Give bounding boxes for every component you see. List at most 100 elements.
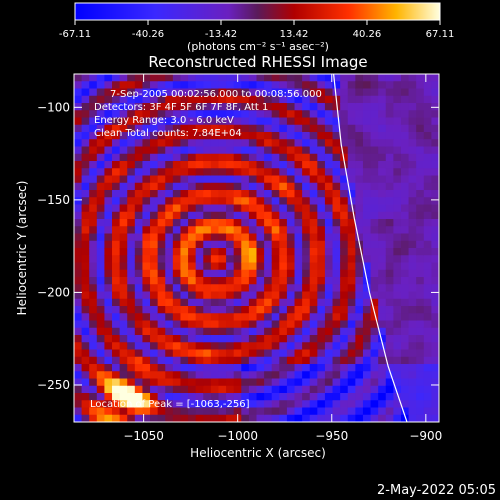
heatmap-cell (112, 139, 121, 148)
heatmap-cell (393, 190, 402, 198)
heatmap-cell (195, 197, 204, 206)
heatmap-cell (89, 298, 98, 307)
heatmap-cell (431, 233, 439, 242)
heatmap-cell (127, 371, 136, 380)
heatmap-cell (385, 219, 394, 227)
heatmap-cell (271, 313, 280, 322)
heatmap-cell (302, 146, 311, 155)
heatmap-cell (264, 393, 273, 401)
heatmap-cell (355, 349, 364, 358)
heatmap-cell (264, 327, 273, 336)
heatmap-cell (294, 414, 303, 422)
heatmap-cell (294, 269, 303, 278)
heatmap-cell (317, 277, 326, 285)
heatmap-cell (89, 88, 98, 97)
heatmap-cell (218, 400, 227, 409)
heatmap-cell (172, 139, 182, 148)
heatmap-cell (378, 74, 387, 82)
heatmap-cell (347, 407, 356, 416)
heatmap-cell (279, 291, 288, 300)
heatmap-cell (172, 110, 182, 119)
heatmap-cell (233, 298, 242, 307)
heatmap-cell (264, 284, 273, 293)
heatmap-cell (347, 364, 356, 372)
heatmap-cell (172, 385, 182, 394)
heatmap-cell (226, 400, 235, 409)
heatmap-cell (172, 378, 182, 387)
heatmap-cell (393, 327, 402, 336)
heatmap-cell (180, 124, 189, 133)
heatmap-cell (248, 110, 258, 119)
heatmap-cell (317, 88, 326, 97)
heatmap-cell (302, 248, 311, 256)
heatmap-cell (378, 248, 387, 256)
heatmap-cell (423, 74, 432, 82)
heatmap-cell (385, 197, 394, 206)
heatmap-cell (112, 284, 121, 293)
heatmap-cell (294, 132, 303, 140)
heatmap-cell (104, 356, 113, 365)
heatmap-cell (362, 153, 372, 162)
heatmap-cell (400, 262, 410, 271)
heatmap-cell (279, 262, 288, 271)
heatmap-cell (400, 81, 410, 90)
heatmap-cell (226, 269, 235, 278)
heatmap-cell (309, 190, 318, 198)
heatmap-cell (180, 262, 189, 271)
heatmap-cell (74, 240, 83, 249)
colorbar-tick-label: 13.42 (280, 29, 309, 40)
heatmap-cell (256, 182, 265, 191)
heatmap-cell (180, 132, 189, 140)
heatmap-cell (142, 240, 151, 249)
heatmap-cell (408, 385, 417, 394)
heatmap-cell (256, 342, 265, 351)
heatmap-cell (112, 168, 121, 177)
heatmap-cell (248, 88, 258, 97)
heatmap-cell (408, 103, 417, 111)
heatmap-cell (324, 110, 334, 119)
heatmap-cell (362, 400, 372, 409)
heatmap-cell (400, 349, 410, 358)
heatmap-cell (324, 74, 334, 82)
heatmap-cell (362, 342, 372, 351)
heatmap-cell (127, 74, 136, 82)
heatmap-cell (210, 378, 220, 387)
heatmap-cell (248, 371, 258, 380)
heatmap-cell (165, 190, 174, 198)
heatmap-cell (210, 335, 220, 343)
heatmap-cell (134, 400, 144, 409)
heatmap-cell (150, 262, 159, 271)
heatmap-cell (279, 364, 288, 372)
heatmap-cell (150, 146, 159, 155)
heatmap-cell (104, 103, 113, 111)
heatmap-cell (142, 385, 151, 394)
heatmap-cell (150, 211, 159, 220)
heatmap-cell (218, 132, 227, 140)
heatmap-cell (210, 226, 220, 235)
heatmap-cell (134, 255, 144, 264)
heatmap-cell (385, 364, 394, 372)
heatmap-cell (324, 407, 334, 416)
heatmap-cell (317, 414, 326, 422)
heatmap-cell (423, 182, 432, 191)
heatmap-cell (119, 226, 128, 235)
heatmap-cell (112, 103, 121, 111)
heatmap-cell (385, 175, 394, 184)
heatmap-cell (157, 81, 166, 90)
heatmap-cell (241, 313, 250, 322)
heatmap-cell (96, 364, 106, 372)
heatmap-cell (203, 139, 212, 148)
heatmap-cell (370, 378, 379, 387)
heatmap-cell (279, 414, 288, 422)
heatmap-cell (127, 284, 136, 293)
heatmap-cell (241, 371, 250, 380)
heatmap-cell (393, 139, 402, 148)
heatmap-cell (340, 342, 349, 351)
heatmap-cell (286, 349, 296, 358)
heatmap-cell (385, 211, 394, 220)
heatmap-cell (340, 385, 349, 394)
heatmap-cell (134, 132, 144, 140)
heatmap-cell (355, 74, 364, 82)
heatmap-cell (195, 204, 204, 213)
heatmap-cell (385, 269, 394, 278)
